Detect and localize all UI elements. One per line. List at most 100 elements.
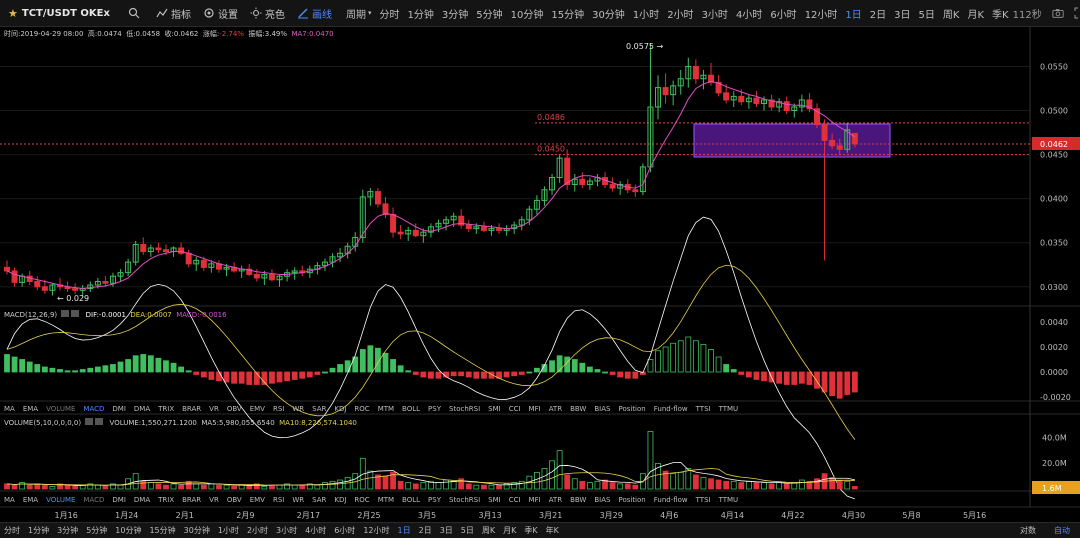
bottom-timeframe-12[interactable]: 12小时 [363, 526, 390, 535]
indicator-tab-sar[interactable]: SAR [312, 496, 327, 504]
bottom-timeframe-1[interactable]: 1分钟 [28, 526, 50, 535]
timeframe-16[interactable]: 5日 [918, 9, 935, 21]
indicator-tab-trix[interactable]: TRIX [158, 496, 175, 504]
indicator-tab-atr[interactable]: ATR [548, 496, 563, 504]
indicator-tab-position[interactable]: Position [618, 405, 646, 413]
indicator-tab-psy[interactable]: PSY [428, 405, 441, 413]
indicator-tab-emv[interactable]: EMV [249, 496, 265, 504]
bottom-timeframe-3[interactable]: 5分钟 [86, 526, 108, 535]
timeframe-2[interactable]: 3分钟 [441, 9, 469, 21]
indicator-tab-macd[interactable]: MACD [83, 405, 105, 413]
timeframe-17[interactable]: 周K [942, 9, 960, 21]
indicator-tab-cci[interactable]: CCI [508, 496, 521, 504]
star-icon[interactable]: ★ [8, 6, 18, 20]
timeframe-4[interactable]: 10分钟 [510, 9, 544, 21]
camera-icon[interactable] [1052, 7, 1064, 19]
timeframe-0[interactable]: 分时 [379, 9, 400, 21]
indicator-tab-dma[interactable]: DMA [133, 405, 151, 413]
indicator-tab-roc[interactable]: ROC [354, 496, 370, 504]
fullscreen-icon[interactable] [1074, 7, 1080, 19]
bottom-timeframe-15[interactable]: 3日 [439, 526, 453, 535]
bottom-timeframe-6[interactable]: 30分钟 [183, 526, 210, 535]
close-icon[interactable] [71, 310, 80, 317]
indicator-tab-vr[interactable]: VR [209, 496, 219, 504]
indicator-tab-smi[interactable]: SMI [488, 405, 501, 413]
timeframe-12[interactable]: 12小时 [804, 9, 838, 21]
timeframe-6[interactable]: 30分钟 [592, 9, 625, 21]
indicator-tab-mtm[interactable]: MTM [377, 405, 395, 413]
drawn-lines[interactable] [0, 122, 1030, 156]
log-scale-button[interactable]: 对数 [1020, 526, 1036, 535]
indicator-tab-volume[interactable]: VOLUME [46, 496, 76, 504]
bottom-timeframe-0[interactable]: 分时 [4, 526, 20, 535]
bottom-timeframe-11[interactable]: 6小时 [334, 526, 356, 535]
indicator-tab-boll[interactable]: BOLL [402, 496, 421, 504]
timeframe-8[interactable]: 2小时 [667, 9, 694, 21]
auto-scale-button[interactable]: 自动 [1054, 526, 1070, 535]
timeframe-1[interactable]: 1分钟 [407, 9, 434, 21]
indicator-tab-fund-flow[interactable]: Fund-flow [653, 496, 688, 504]
bottom-timeframe-4[interactable]: 10分钟 [115, 526, 142, 535]
timeframe-5[interactable]: 15分钟 [551, 9, 585, 21]
indicator-tab-bbw[interactable]: BBW [570, 496, 587, 504]
close-icon[interactable] [95, 418, 104, 425]
timeframe-11[interactable]: 6小时 [770, 9, 797, 21]
bottom-timeframe-18[interactable]: 月K [503, 526, 517, 535]
indicator-tab-ema[interactable]: EMA [22, 405, 39, 413]
indicator-tab-ttmu[interactable]: TTMU [718, 405, 739, 413]
indicator-tab-brar[interactable]: BRAR [182, 405, 202, 413]
bottom-timeframe-19[interactable]: 季K [524, 526, 538, 535]
timeframe-7[interactable]: 1小时 [632, 9, 660, 21]
indicator-tab-boll[interactable]: BOLL [402, 405, 421, 413]
indicator-tab-rsi[interactable]: RSI [272, 405, 285, 413]
timeframe-18[interactable]: 月K [967, 9, 985, 21]
indicator-tab-atr[interactable]: ATR [548, 405, 563, 413]
timeframe-9[interactable]: 3小时 [701, 9, 728, 21]
symbol-selector[interactable]: ★ TCT/USDT OKEx [0, 7, 118, 20]
indicator-tab-ema[interactable]: EMA [22, 496, 39, 504]
bottom-timeframe-10[interactable]: 4小时 [305, 526, 327, 535]
indicator-tab-mtm[interactable]: MTM [377, 496, 395, 504]
bottom-timeframe-14[interactable]: 2日 [418, 526, 432, 535]
indicator-tab-roc[interactable]: ROC [354, 405, 370, 413]
indicator-tab-ttsi[interactable]: TTSI [695, 496, 711, 504]
indicator-tab-ma[interactable]: MA [4, 405, 15, 413]
indicator-tab-obv[interactable]: OBV [226, 405, 242, 413]
indicator-tab-brar[interactable]: BRAR [182, 496, 202, 504]
indicator-tab-psy[interactable]: PSY [428, 496, 441, 504]
indicator-tab-rsi[interactable]: RSI [272, 496, 285, 504]
indicator-tab-macd[interactable]: MACD [83, 496, 105, 504]
indicator-tab-ma[interactable]: MA [4, 496, 15, 504]
bottom-timeframe-8[interactable]: 2小时 [246, 526, 269, 535]
indicator-tab-fund-flow[interactable]: Fund-flow [653, 405, 688, 413]
indicator-tab-volume[interactable]: VOLUME [46, 405, 76, 413]
timeframe-14[interactable]: 2日 [869, 9, 887, 21]
theme-button[interactable]: 亮色 [244, 0, 291, 26]
price-chart[interactable]: 0.0550 0.0500 0.0450 0.0400 0.0350 0.0300 0.04… [0, 0, 1080, 522]
indicator-tab-ttsi[interactable]: TTSI [695, 405, 711, 413]
bottom-timeframe-9[interactable]: 3小时 [276, 526, 298, 535]
timeframe-10[interactable]: 4小时 [735, 9, 763, 21]
timeframe-3[interactable]: 5分钟 [476, 9, 503, 21]
selection-box[interactable] [693, 123, 891, 158]
period-select[interactable]: 周期 ▾ [342, 0, 376, 26]
settings-button[interactable]: 设置 [197, 0, 244, 26]
indicator-tab-mfi[interactable]: MFI [528, 405, 541, 413]
indicator-button[interactable]: 指标 [150, 0, 197, 26]
bottom-timeframe-13[interactable]: 1日 [397, 526, 411, 535]
timeframe-19[interactable]: 季K [992, 9, 1009, 21]
indicator-tab-mfi[interactable]: MFI [528, 496, 541, 504]
indicator-tab-vr[interactable]: VR [209, 405, 219, 413]
indicator-tab-sar[interactable]: SAR [312, 405, 327, 413]
bottom-timeframe-16[interactable]: 5日 [460, 526, 474, 535]
indicator-tab-bias[interactable]: BIAS [594, 496, 611, 504]
indicator-tab-position[interactable]: Position [618, 496, 646, 504]
price-axis[interactable]: 0.0550 0.0500 0.0450 0.0400 0.0350 0.0300 0.04… [1032, 62, 1080, 494]
indicator-tab-emv[interactable]: EMV [249, 405, 265, 413]
indicator-tab-smi[interactable]: SMI [488, 496, 501, 504]
eye-icon[interactable] [61, 310, 70, 317]
bottom-timeframe-20[interactable]: 年K [545, 526, 559, 535]
indicator-tab-cci[interactable]: CCI [508, 405, 521, 413]
indicator-tab-wr[interactable]: WR [292, 405, 305, 413]
indicator-tab-stochrsi[interactable]: StochRSI [449, 405, 481, 413]
